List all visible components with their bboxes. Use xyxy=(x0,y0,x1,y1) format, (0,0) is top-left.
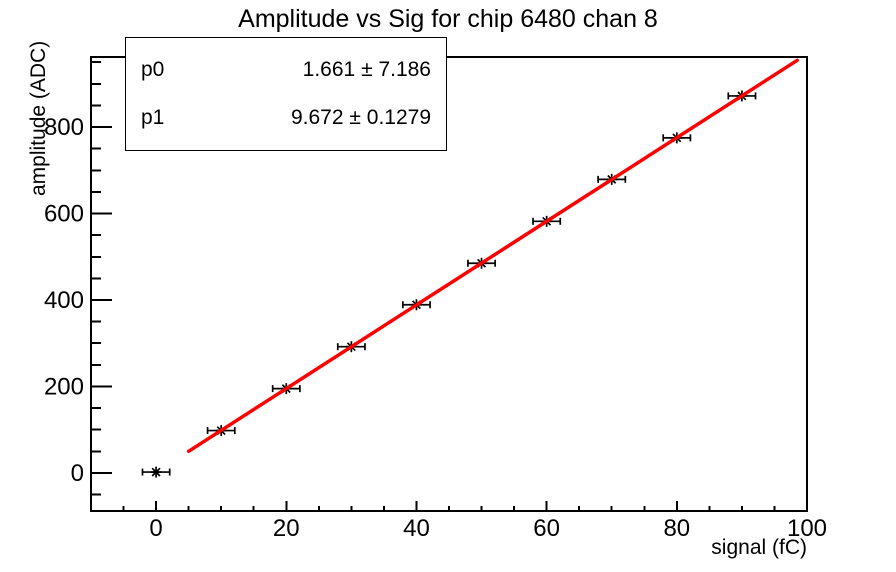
stats-p1-error: 0.1279 xyxy=(366,106,431,129)
x-tick-label: 0 xyxy=(149,515,162,542)
fit-line xyxy=(186,58,799,454)
stats-p1-value: 9.672 xyxy=(290,106,344,129)
y-tick-label: 800 xyxy=(44,114,84,141)
y-axis-title: amplitude (ADC) xyxy=(27,41,50,196)
y-tick-label: 0 xyxy=(71,460,84,487)
stats-param-value: 1.661 ± 7.186 xyxy=(303,58,431,82)
x-tick-label: 80 xyxy=(663,515,690,542)
stats-p0-error: 7.186 xyxy=(378,58,431,81)
y-tick-label: 400 xyxy=(44,287,84,314)
x-tick-label: 40 xyxy=(403,515,430,542)
stats-param-name: p0 xyxy=(141,58,165,81)
x-tick-label: 60 xyxy=(533,515,560,542)
y-tick-label: 600 xyxy=(44,201,84,228)
data-point xyxy=(141,466,171,478)
stats-row-p0: p0 1.661 ± 7.186 xyxy=(141,58,431,82)
fit-stats-box: p0 1.661 ± 7.186 p1 9.672 ± 0.1279 xyxy=(125,37,447,151)
stats-p0-pm: ± xyxy=(361,58,373,81)
stats-param-name: p1 xyxy=(141,106,165,129)
stats-param-value: 9.672 ± 0.1279 xyxy=(291,106,431,130)
x-axis-title: signal (fC) xyxy=(711,536,807,559)
marker-ray-d2 xyxy=(151,467,161,477)
stats-p1-pm: ± xyxy=(349,106,361,129)
stats-row-p1: p1 9.672 ± 0.1279 xyxy=(141,106,431,130)
x-tick-label: 100 xyxy=(787,515,827,542)
y-tick-label: 200 xyxy=(44,373,84,400)
chart-title: Amplitude vs Sig for chip 6480 chan 8 xyxy=(238,5,658,33)
stats-p0-value: 1.661 xyxy=(302,58,356,81)
x-tick-label: 20 xyxy=(273,515,300,542)
